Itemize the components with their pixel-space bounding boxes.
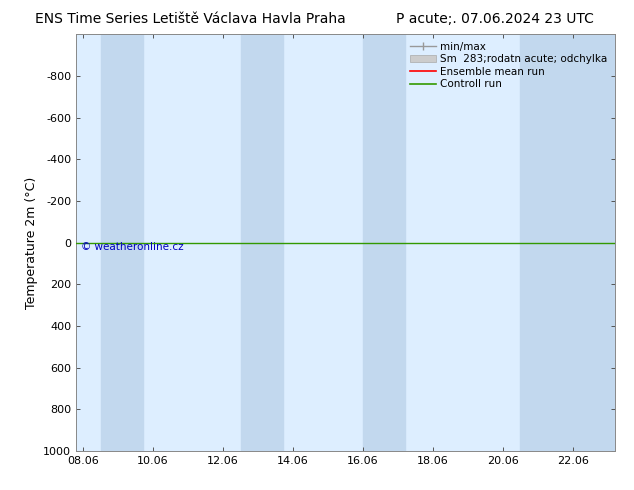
Text: © weatheronline.cz: © weatheronline.cz	[81, 242, 184, 252]
Y-axis label: Temperature 2m (°C): Temperature 2m (°C)	[25, 176, 37, 309]
Bar	[240, 34, 283, 451]
Bar	[101, 34, 143, 451]
Bar	[521, 34, 615, 451]
Text: P acute;. 07.06.2024 23 UTC: P acute;. 07.06.2024 23 UTC	[396, 12, 593, 26]
Legend: min/max, Sm  283;rodatn acute; odchylka, Ensemble mean run, Controll run: min/max, Sm 283;rodatn acute; odchylka, …	[408, 40, 610, 92]
Text: ENS Time Series Letiště Václava Havla Praha: ENS Time Series Letiště Václava Havla Pr…	[35, 12, 346, 26]
Bar	[363, 34, 405, 451]
